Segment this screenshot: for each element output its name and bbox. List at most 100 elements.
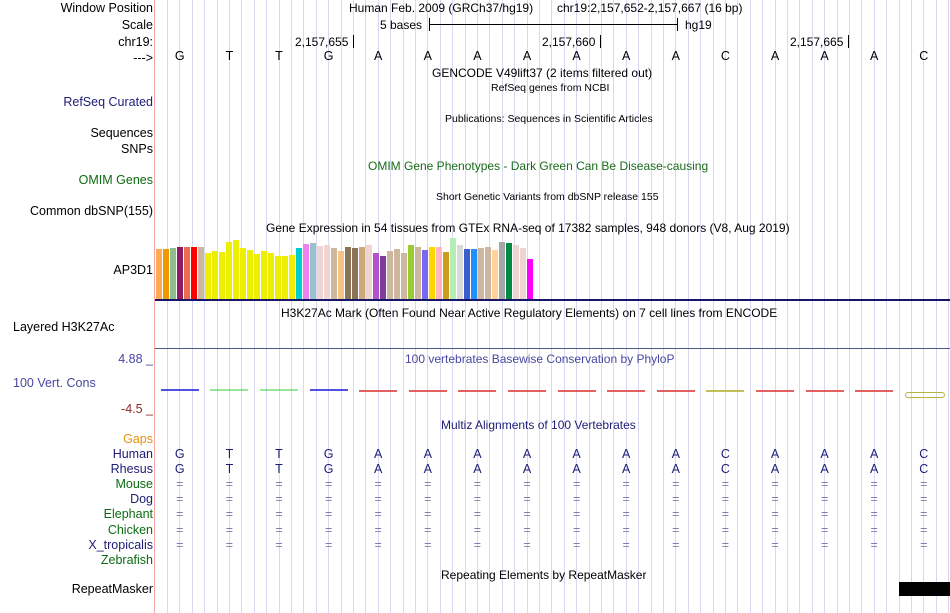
gridline: [403, 0, 404, 613]
gtex-tissue-bar[interactable]: [268, 253, 274, 299]
gtex-bar-chart[interactable]: [155, 236, 535, 299]
gtex-tissue-bar[interactable]: [240, 248, 246, 299]
track-title-publications[interactable]: Publications: Sequences in Scientific Ar…: [445, 113, 653, 125]
gtex-tissue-bar[interactable]: [156, 249, 162, 299]
gtex-tissue-bar[interactable]: [499, 242, 505, 299]
gtex-tissue-bar[interactable]: [471, 249, 477, 299]
gtex-tissue-bar[interactable]: [331, 248, 337, 299]
gridline: [750, 0, 751, 613]
track-title-repeatmasker[interactable]: Repeating Elements by RepeatMasker: [441, 568, 647, 582]
gtex-tissue-bar[interactable]: [317, 246, 323, 299]
track-title-refseq[interactable]: RefSeq genes from NCBI: [491, 82, 610, 94]
gtex-tissue-bar[interactable]: [513, 245, 519, 299]
track-label-h3k27ac[interactable]: Layered H3K27Ac: [13, 320, 115, 334]
gtex-tissue-bar[interactable]: [429, 247, 435, 299]
gtex-tissue-bar[interactable]: [506, 243, 512, 299]
track-label-phylop[interactable]: 100 Vert. Cons: [13, 376, 96, 390]
gridline: [266, 0, 267, 613]
gtex-tissue-bar[interactable]: [450, 238, 456, 299]
sequence-base: A: [870, 49, 879, 63]
gtex-tissue-bar[interactable]: [303, 244, 309, 299]
gtex-tissue-bar[interactable]: [408, 245, 414, 299]
gtex-tissue-bar[interactable]: [478, 248, 484, 299]
gtex-tissue-bar[interactable]: [394, 249, 400, 299]
gtex-tissue-bar[interactable]: [191, 247, 197, 299]
gtex-tissue-bar[interactable]: [198, 247, 204, 299]
species-label[interactable]: Mouse: [115, 477, 153, 492]
gtex-tissue-bar[interactable]: [520, 248, 526, 299]
track-title-gencode[interactable]: GENCODE V49lift37 (2 items filtered out): [432, 66, 653, 80]
ruler-tick-label: 2,157,655: [295, 35, 349, 49]
gtex-tissue-bar[interactable]: [177, 247, 183, 299]
gtex-tissue-bar[interactable]: [366, 245, 372, 299]
gtex-tissue-bar[interactable]: [464, 249, 470, 299]
track-label-gtex[interactable]: AP3D1: [113, 263, 153, 277]
gtex-tissue-bar[interactable]: [184, 247, 190, 299]
species-label[interactable]: Rhesus: [110, 462, 153, 477]
species-label[interactable]: Zebrafish: [100, 552, 153, 567]
gtex-tissue-bar[interactable]: [324, 245, 330, 299]
gtex-tissue-bar[interactable]: [373, 253, 379, 299]
gtex-tissue-bar[interactable]: [387, 251, 393, 299]
gtex-tissue-bar[interactable]: [310, 243, 316, 299]
track-title-omim[interactable]: OMIM Gene Phenotypes - Dark Green Can Be…: [368, 159, 709, 173]
gtex-tissue-bar[interactable]: [380, 256, 386, 299]
alignment-base: =: [771, 522, 779, 537]
track-title-multiz[interactable]: Multiz Alignments of 100 Vertebrates: [441, 418, 636, 432]
strand-arrow-label[interactable]: --->: [133, 51, 153, 65]
alignment-base: =: [771, 477, 779, 492]
gtex-tissue-bar[interactable]: [205, 253, 211, 299]
gtex-tissue-bar[interactable]: [443, 252, 449, 299]
species-label[interactable]: Elephant: [103, 507, 153, 522]
gtex-tissue-bar[interactable]: [247, 250, 253, 299]
gtex-tissue-bar[interactable]: [338, 251, 344, 299]
gtex-tissue-bar[interactable]: [289, 255, 295, 299]
gtex-tissue-bar[interactable]: [492, 250, 498, 299]
sequence-base: T: [225, 49, 234, 63]
track-label-dbsnp[interactable]: Common dbSNP(155): [30, 204, 153, 218]
gtex-tissue-bar[interactable]: [212, 251, 218, 299]
gtex-tissue-bar[interactable]: [296, 248, 302, 299]
track-title-h3k27ac[interactable]: H3K27Ac Mark (Often Found Near Active Re…: [281, 306, 778, 320]
gtex-tissue-bar[interactable]: [219, 252, 225, 299]
sequence-base: G: [174, 49, 185, 63]
gtex-tissue-bar[interactable]: [359, 247, 365, 299]
gridline: [328, 0, 329, 613]
gtex-tissue-bar[interactable]: [282, 256, 288, 299]
gtex-tissue-bar[interactable]: [415, 247, 421, 299]
gtex-tissue-bar[interactable]: [527, 259, 533, 299]
track-label-omim[interactable]: OMIM Genes: [78, 173, 153, 187]
repeatmasker-element[interactable]: [899, 582, 950, 596]
gtex-tissue-bar[interactable]: [233, 240, 239, 299]
gtex-tissue-bar[interactable]: [436, 247, 442, 299]
gtex-tissue-bar[interactable]: [345, 247, 351, 299]
phylop-wiggle[interactable]: [155, 380, 950, 400]
alignment-base: =: [424, 477, 432, 492]
track-title-dbsnp[interactable]: Short Genetic Variants from dbSNP releas…: [436, 191, 659, 203]
gtex-tissue-bar[interactable]: [275, 256, 281, 299]
gtex-tissue-bar[interactable]: [261, 251, 267, 299]
gtex-tissue-bar[interactable]: [485, 247, 491, 299]
species-label[interactable]: X_tropicalis: [88, 537, 153, 552]
track-label-refseq[interactable]: RefSeq Curated: [63, 95, 153, 109]
alignment-base: =: [920, 507, 928, 522]
species-label[interactable]: Chicken: [107, 522, 153, 537]
track-label-repeatmasker[interactable]: RepeatMasker: [71, 582, 153, 596]
gtex-tissue-bar[interactable]: [352, 248, 358, 299]
track-title-gtex[interactable]: Gene Expression in 54 tissues from GTEx …: [266, 221, 790, 235]
gtex-tissue-bar[interactable]: [457, 245, 463, 299]
species-label[interactable]: Dog: [130, 492, 153, 507]
track-label-snps[interactable]: SNPs: [121, 142, 153, 156]
gtex-tissue-bar[interactable]: [254, 254, 260, 299]
gtex-tissue-bar[interactable]: [401, 253, 407, 299]
species-label[interactable]: Human: [112, 447, 153, 461]
alignment-base: =: [275, 522, 283, 537]
gtex-tissue-bar[interactable]: [170, 248, 176, 299]
gtex-tissue-bar[interactable]: [163, 249, 169, 299]
gtex-tissue-bar[interactable]: [226, 242, 232, 299]
track-label-sequences[interactable]: Sequences: [90, 126, 153, 140]
alignment-base: =: [424, 522, 432, 537]
track-title-phylop[interactable]: 100 vertebrates Basewise Conservation by…: [405, 352, 675, 366]
gtex-tissue-bar[interactable]: [422, 250, 428, 299]
gridline: [700, 0, 701, 613]
